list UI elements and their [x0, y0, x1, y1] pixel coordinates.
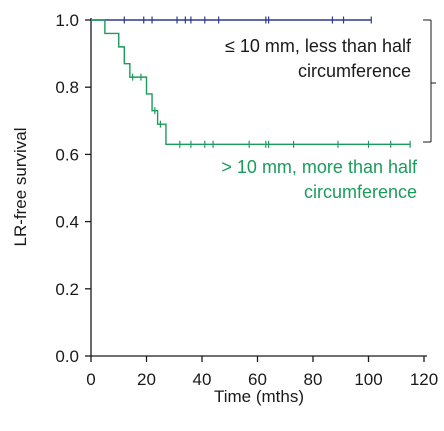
x-tick-label: 80	[304, 370, 323, 389]
y-axis-title: LR-free survival	[11, 127, 30, 246]
x-tick-label: 100	[354, 370, 382, 389]
annotation-large-lesion-line1: > 10 mm, more than half	[221, 157, 418, 177]
x-tick-label: 0	[86, 370, 95, 389]
x-tick-label: 40	[193, 370, 212, 389]
annotation-small-lesion-line2: circumference	[298, 61, 411, 81]
y-tick-label: 0.4	[55, 213, 79, 232]
x-tick-label: 120	[410, 370, 438, 389]
comparison-bracket	[423, 19, 436, 143]
ticks-layer: 0 20 40 60 80 100 120 0.0 0.2 0.4 0.6 0.8 1.0	[55, 11, 438, 389]
annotation-large-lesion-line2: circumference	[304, 182, 417, 202]
series-layer	[91, 16, 411, 148]
y-tick-label: 1.0	[55, 11, 79, 30]
x-axis-title: Time (mths)	[214, 387, 304, 406]
x-tick-label: 20	[137, 370, 156, 389]
survival-curve-1	[91, 19, 411, 146]
y-tick-label: 0.2	[55, 280, 79, 299]
y-tick-label: 0.8	[55, 78, 79, 97]
y-tick-label: 0.6	[55, 145, 79, 164]
annotation-small-lesion-line1: ≤ 10 mm, less than half	[225, 36, 412, 56]
x-tick-label: 60	[248, 370, 267, 389]
y-tick-label: 0.0	[55, 347, 79, 366]
